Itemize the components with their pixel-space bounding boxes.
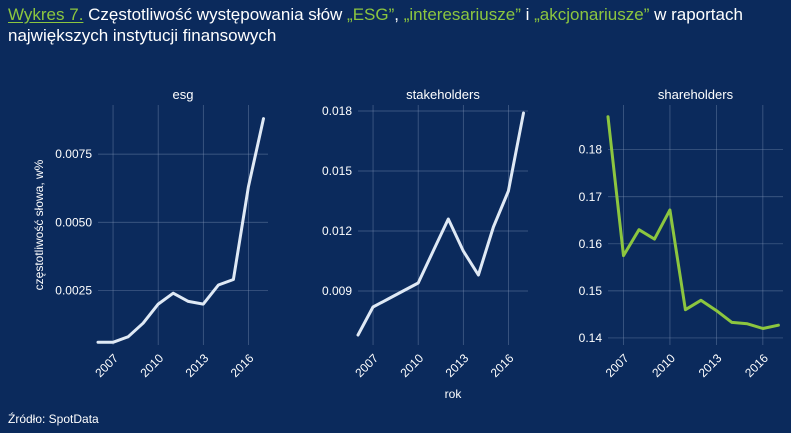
figure-number: Wykres 7. (8, 5, 84, 24)
title-text-2: w raportach największych instytucji fina… (8, 5, 743, 45)
panel-title: stakeholders (406, 87, 480, 102)
title-sep-1: , (394, 5, 404, 24)
keyword-esg: „ESG” (347, 5, 395, 24)
x-tick-label: 2010 (137, 351, 166, 380)
title-text-1: Częstotliwość występowania słów (83, 5, 348, 24)
y-tick-label: 0.18 (579, 143, 603, 157)
y-tick-label: 0.0075 (55, 147, 92, 161)
y-tick-label: 0.018 (322, 104, 352, 118)
y-tick-label: 0.17 (579, 190, 603, 204)
title-sep-2: i (520, 5, 535, 24)
series-line-shareholders (606, 115, 780, 330)
keyword-akcjonariusze: „akcjonariusze” (534, 5, 650, 24)
x-tick-label: 2010 (397, 351, 426, 380)
panel-title: shareholders (658, 87, 734, 102)
x-tick-label: 2013 (443, 351, 472, 380)
x-tick-label: 2016 (228, 351, 257, 380)
y-tick-label: 0.15 (579, 284, 603, 298)
x-tick-label: 2010 (649, 351, 678, 380)
source-note: Źródło: SpotData (8, 412, 99, 426)
x-tick-label: 2013 (183, 351, 212, 380)
series-line-stakeholders (356, 111, 525, 337)
x-tick-label: 2007 (352, 351, 381, 380)
panel-shareholders: shareholders 0.14 0.15 0.16 0.17 0.18 2007 2010… (579, 87, 783, 380)
series-line-esg (96, 117, 265, 344)
y-tick-label: 0.0050 (55, 215, 92, 229)
y-tick-label: 0.009 (322, 284, 352, 298)
y-tick-label: 0.0025 (55, 283, 92, 297)
x-tick-label: 2016 (488, 351, 517, 380)
y-tick-label: 0.14 (579, 331, 603, 345)
panel-esg: esg 0.0025 0.0050 0.0075 2007 2010 2013 2016 czę… (32, 87, 268, 380)
chart-title: Wykres 7. Częstotliwość występowania słó… (8, 4, 788, 46)
keyword-interesariusze: „interesariusze” (403, 5, 521, 24)
x-tick-label: 2007 (603, 351, 632, 380)
y-axis-label: częstotliwość słowa, w% (32, 159, 46, 290)
panel-stakeholders: stakeholders 0.009 0.012 0.015 0.018 2007 2010… (322, 87, 528, 401)
y-tick-label: 0.015 (322, 164, 352, 178)
x-tick-label: 2007 (92, 351, 121, 380)
y-tick-label: 0.16 (579, 237, 603, 251)
x-axis-label: rok (445, 387, 463, 401)
y-tick-label: 0.012 (322, 224, 352, 238)
x-tick-label: 2013 (696, 351, 725, 380)
x-tick-label: 2016 (742, 351, 771, 380)
panel-title: esg (173, 87, 194, 102)
